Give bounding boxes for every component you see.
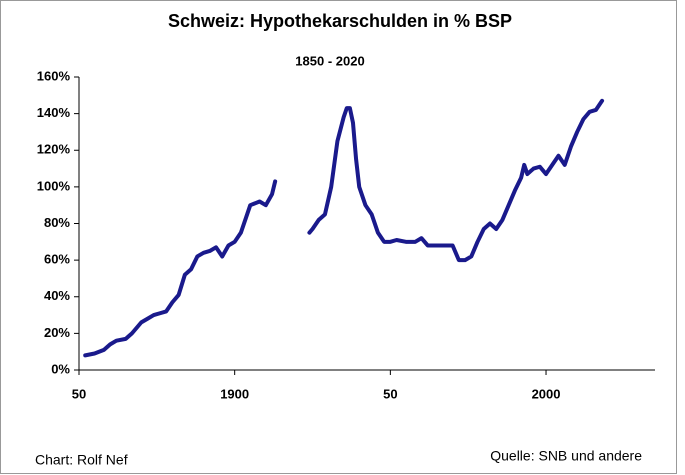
y-tick-label: 80% <box>44 215 70 230</box>
chart-subtitle: 1850 - 2020 <box>295 53 364 68</box>
x-tick-label: 2000 <box>532 386 561 401</box>
y-tick-label: 140% <box>37 105 71 120</box>
data-line <box>83 98 605 358</box>
x-tick-label: 50 <box>72 386 86 401</box>
y-tick-label: 120% <box>37 142 71 157</box>
y-tick-label: 60% <box>44 252 70 267</box>
y-tick-label: 100% <box>37 178 71 193</box>
chart-title: Schweiz: Hypothekarschulden in % BSP <box>168 11 512 31</box>
y-tick-label: 0% <box>51 361 70 376</box>
y-tick-label: 160% <box>37 68 71 83</box>
x-tick-label: 1900 <box>220 386 249 401</box>
x-tick-label: 50 <box>383 386 397 401</box>
footer-right: Quelle: SNB und andere <box>490 448 642 464</box>
y-tick-label: 20% <box>44 325 70 340</box>
y-tick-label: 40% <box>44 288 70 303</box>
footer-left: Chart: Rolf Nef <box>35 452 128 468</box>
